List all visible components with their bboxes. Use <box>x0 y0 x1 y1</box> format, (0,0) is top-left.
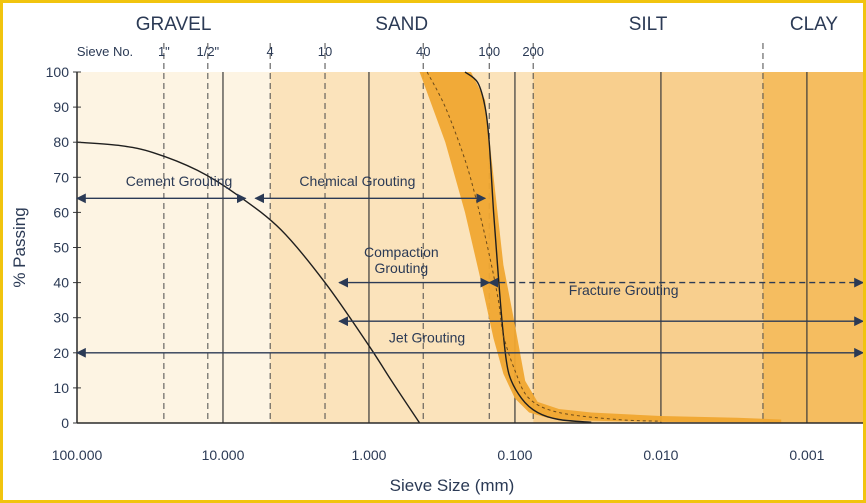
zone-label-gravel: GRAVEL <box>136 14 212 35</box>
y-tick-label: 30 <box>53 310 69 326</box>
zone-label-sand: SAND <box>375 14 428 35</box>
y-tick-label: 80 <box>53 134 69 150</box>
y-axis-title: % Passing <box>10 207 29 287</box>
sieve-axis-label: Sieve No. <box>77 44 133 59</box>
y-tick-label: 60 <box>53 204 69 220</box>
sieve-label: 100 <box>478 44 500 59</box>
y-tick-label: 10 <box>53 380 69 396</box>
grout-label: Fracture Grouting <box>569 282 679 298</box>
x-tick-label: 0.001 <box>789 447 824 463</box>
sieve-label: 10 <box>318 44 332 59</box>
y-tick-label: 50 <box>53 240 69 256</box>
grout-label: Grouting <box>374 260 428 276</box>
gradation-curve-2 <box>464 71 592 423</box>
y-tick-label: 100 <box>46 64 70 80</box>
y-tick-label: 0 <box>61 415 69 431</box>
x-tick-label: 1.000 <box>351 447 386 463</box>
sieve-label: 4 <box>267 44 274 59</box>
x-axis-title: Sieve Size (mm) <box>390 476 515 495</box>
x-tick-label: 0.010 <box>643 447 678 463</box>
zone-label-clay: CLAY <box>790 14 839 35</box>
grout-label: Jet Grouting <box>389 329 465 345</box>
y-tick-label: 20 <box>53 345 69 361</box>
sieve-label: 1" <box>158 44 170 59</box>
zone-gravel <box>77 72 271 423</box>
grout-label: Cement Grouting <box>126 173 233 189</box>
sieve-label: 200 <box>522 44 544 59</box>
grout-label: Chemical Grouting <box>299 173 415 189</box>
y-tick-label: 70 <box>53 169 69 185</box>
x-tick-label: 10.000 <box>202 447 245 463</box>
sieve-label: 40 <box>416 44 430 59</box>
sieve-label: 1/2" <box>196 44 219 59</box>
y-tick-label: 40 <box>53 275 69 291</box>
x-tick-label: 100.000 <box>52 447 103 463</box>
zone-clay <box>762 72 863 423</box>
y-tick-label: 90 <box>53 99 69 115</box>
grout-label: Compaction <box>364 244 439 260</box>
gradation-curve-1 <box>76 141 421 424</box>
gradation-band <box>419 72 782 423</box>
zone-label-silt: SILT <box>629 14 668 35</box>
zone-silt <box>533 72 763 423</box>
grain-size-chart: GRAVEL SAND SILT CLAY Sieve No. 1" 1/2" 4 10 40 10… <box>10 14 863 495</box>
x-tick-label: 0.100 <box>497 447 532 463</box>
